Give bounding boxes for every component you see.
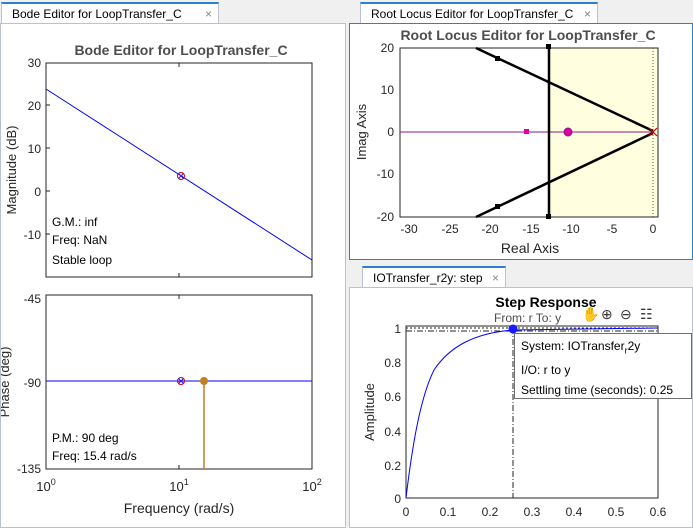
root-locus-plot[interactable]: Root Locus Editor for LoopTransfer_C 20 … bbox=[350, 24, 692, 259]
legend-icon[interactable]: ☷ bbox=[640, 306, 653, 322]
step-title: Step Response bbox=[495, 294, 596, 310]
root-locus-title: Root Locus Editor for LoopTransfer_C bbox=[400, 27, 655, 43]
gain-margin-text: G.M.: inf bbox=[52, 215, 98, 229]
magnitude-pole-marker[interactable] bbox=[177, 172, 185, 180]
freq-tick: 102 bbox=[302, 477, 321, 494]
root-locus-pane: Root Locus Editor for LoopTransfer_C 20 … bbox=[349, 23, 693, 260]
time-tick: 0.1 bbox=[440, 505, 457, 519]
phase-tick: -45 bbox=[24, 292, 42, 306]
time-tick: 0.4 bbox=[566, 505, 583, 519]
magnitude-grid bbox=[46, 63, 180, 277]
data-tip-system: System: IOTransferr2y bbox=[521, 339, 641, 356]
phase-margin-marker[interactable] bbox=[200, 377, 208, 385]
open-loop-pole-marker[interactable] bbox=[648, 127, 658, 137]
real-tick: -5 bbox=[607, 222, 618, 236]
phase-ylabel: Phase (deg) bbox=[1, 347, 12, 418]
mag-tick: 10 bbox=[28, 142, 42, 156]
phase-axes[interactable] bbox=[45, 294, 313, 470]
bode-plot[interactable]: Bode Editor for LoopTransfer_C 30 20 10 … bbox=[1, 24, 345, 527]
real-tick: 0 bbox=[650, 222, 657, 236]
step-subtitle: From: r To: y bbox=[494, 311, 561, 325]
settling-marker[interactable] bbox=[508, 324, 518, 334]
bode-editor-pane: Bode Editor for LoopTransfer_C 30 20 10 … bbox=[0, 23, 346, 528]
real-tick: -10 bbox=[562, 222, 580, 236]
phase-tick: -90 bbox=[24, 376, 42, 390]
step-curve[interactable] bbox=[405, 327, 659, 499]
real-tick: -25 bbox=[441, 222, 459, 236]
real-tick: -20 bbox=[481, 222, 499, 236]
closed-loop-markers[interactable] bbox=[495, 44, 551, 219]
zoom-in-icon[interactable]: ⊕ bbox=[601, 306, 613, 322]
bode-title: Bode Editor for LoopTransfer_C bbox=[74, 42, 287, 58]
phase-tick: -135 bbox=[17, 462, 41, 476]
freq-tick: 100 bbox=[36, 477, 55, 494]
imag-tick: 10 bbox=[381, 83, 395, 97]
imag-tick: 0 bbox=[387, 125, 394, 139]
amplitude-tick: 0.8 bbox=[384, 356, 401, 370]
phase-pole-marker[interactable] bbox=[177, 377, 185, 385]
amplitude-tick: 0 bbox=[394, 492, 401, 506]
hand-icon[interactable]: ✋ bbox=[582, 306, 600, 322]
imag-axis-label: Imag Axis bbox=[354, 103, 369, 160]
tab-step-label: IOTransfer_r2y: step bbox=[373, 271, 483, 285]
stability-text: Stable loop bbox=[52, 253, 112, 267]
close-icon[interactable]: × bbox=[583, 7, 591, 21]
zoom-out-icon[interactable]: ⊖ bbox=[620, 306, 632, 322]
magnitude-axes[interactable] bbox=[45, 62, 313, 278]
time-tick: 0.6 bbox=[650, 505, 667, 519]
phase-margin-text: P.M.: 90 deg bbox=[52, 431, 119, 445]
amplitude-tick: 1 bbox=[394, 322, 401, 336]
locus-branches[interactable] bbox=[475, 46, 654, 219]
close-icon[interactable]: × bbox=[491, 271, 499, 285]
amplitude-tick: 0.4 bbox=[384, 425, 401, 439]
imag-tick: -20 bbox=[377, 210, 395, 224]
amplitude-tick: 0.6 bbox=[384, 390, 401, 404]
phase-margin-freq-text: Freq: 15.4 rad/s bbox=[52, 449, 137, 463]
real-tick: -30 bbox=[400, 222, 418, 236]
data-tip-io: I/O: r to y bbox=[521, 363, 571, 378]
compensator-pole-marker[interactable] bbox=[563, 127, 573, 137]
step-response-plot[interactable]: Step Response From: r To: y 1 0.8 0.6 0.… bbox=[350, 288, 692, 527]
tab-bode-editor[interactable]: Bode Editor for LoopTransfer_C × bbox=[1, 2, 219, 24]
mag-tick: 30 bbox=[28, 56, 42, 70]
tab-root-locus-label: Root Locus Editor for LoopTransfer_C bbox=[371, 7, 574, 21]
mag-tick: 0 bbox=[34, 185, 41, 199]
data-tip: System: IOTransferr2y I/O: r to y Settli… bbox=[514, 333, 692, 399]
amplitude-ylabel: Amplitude bbox=[362, 383, 377, 441]
time-tick: 0.2 bbox=[482, 505, 499, 519]
magnitude-ylabel: Magnitude (dB) bbox=[4, 126, 19, 215]
mag-tick: 20 bbox=[28, 99, 42, 113]
gain-margin-freq-text: Freq: NaN bbox=[52, 233, 107, 247]
amplitude-tick: 0.2 bbox=[384, 459, 401, 473]
tab-step-response[interactable]: IOTransfer_r2y: step × bbox=[362, 266, 506, 288]
freq-tick: 101 bbox=[169, 477, 188, 494]
time-tick: 0 bbox=[403, 505, 410, 519]
real-tick: -15 bbox=[522, 222, 540, 236]
tab-bode-editor-label: Bode Editor for LoopTransfer_C bbox=[12, 7, 182, 21]
imag-tick: 20 bbox=[381, 41, 395, 55]
step-response-pane: Step Response From: r To: y 1 0.8 0.6 0.… bbox=[349, 287, 693, 528]
time-tick: 0.5 bbox=[608, 505, 625, 519]
tab-root-locus-editor[interactable]: Root Locus Editor for LoopTransfer_C × bbox=[360, 2, 598, 24]
imag-tick: -10 bbox=[377, 167, 395, 181]
close-icon[interactable]: × bbox=[204, 7, 212, 21]
zero-marker[interactable] bbox=[524, 129, 529, 134]
data-tip-settling: Settling time (seconds): 0.25 bbox=[521, 383, 674, 398]
mag-tick: -10 bbox=[24, 228, 42, 242]
real-axis-label: Real Axis bbox=[501, 240, 559, 256]
frequency-xlabel: Frequency (rad/s) bbox=[124, 500, 234, 516]
time-tick: 0.3 bbox=[524, 505, 541, 519]
